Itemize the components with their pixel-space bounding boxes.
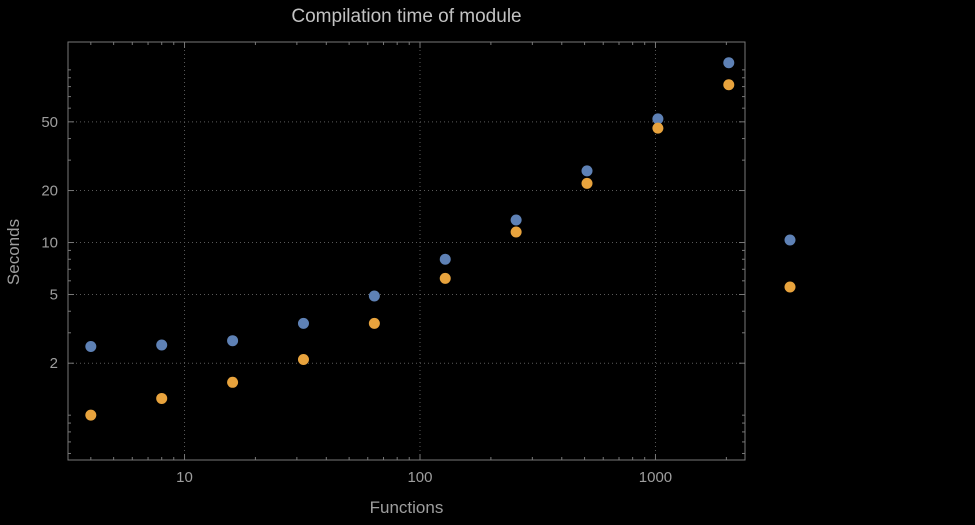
data-point-series2 [723, 79, 735, 91]
x-tick-label: 10 [176, 469, 193, 486]
data-point-series2 [652, 122, 664, 134]
chart-title: Compilation time of module [291, 6, 522, 27]
data-point-series1 [510, 214, 522, 226]
data-point-series1 [297, 317, 309, 329]
data-point-series2 [227, 376, 239, 388]
x-tick-label: 100 [407, 469, 432, 486]
data-point-series1 [723, 57, 735, 69]
data-point-series2 [297, 354, 309, 366]
y-tick-label: 10 [41, 235, 58, 252]
data-point-series2 [156, 392, 168, 404]
data-point-series1 [439, 253, 451, 265]
y-axis-label: Seconds [4, 218, 23, 286]
legend-marker-series2 [784, 281, 796, 293]
y-tick-label: 2 [50, 355, 58, 372]
y-tick-label: 5 [50, 286, 58, 303]
data-point-series2 [85, 409, 97, 421]
y-tick-label: 50 [41, 114, 58, 131]
data-point-series2 [581, 177, 593, 189]
x-tick-label: 1000 [639, 469, 672, 486]
y-tick-label: 20 [41, 183, 58, 200]
data-point-series2 [368, 317, 380, 329]
data-point-series2 [439, 272, 451, 284]
data-point-series1 [85, 340, 97, 352]
data-point-series1 [156, 339, 168, 351]
data-point-series1 [581, 165, 593, 177]
legend-marker-series1 [784, 234, 796, 246]
plot-frame [67, 41, 746, 461]
data-point-series2 [510, 226, 522, 238]
data-point-series1 [227, 335, 239, 347]
data-point-series1 [368, 290, 380, 302]
data-point-series1 [652, 113, 664, 125]
x-axis-label: Functions [369, 498, 444, 517]
